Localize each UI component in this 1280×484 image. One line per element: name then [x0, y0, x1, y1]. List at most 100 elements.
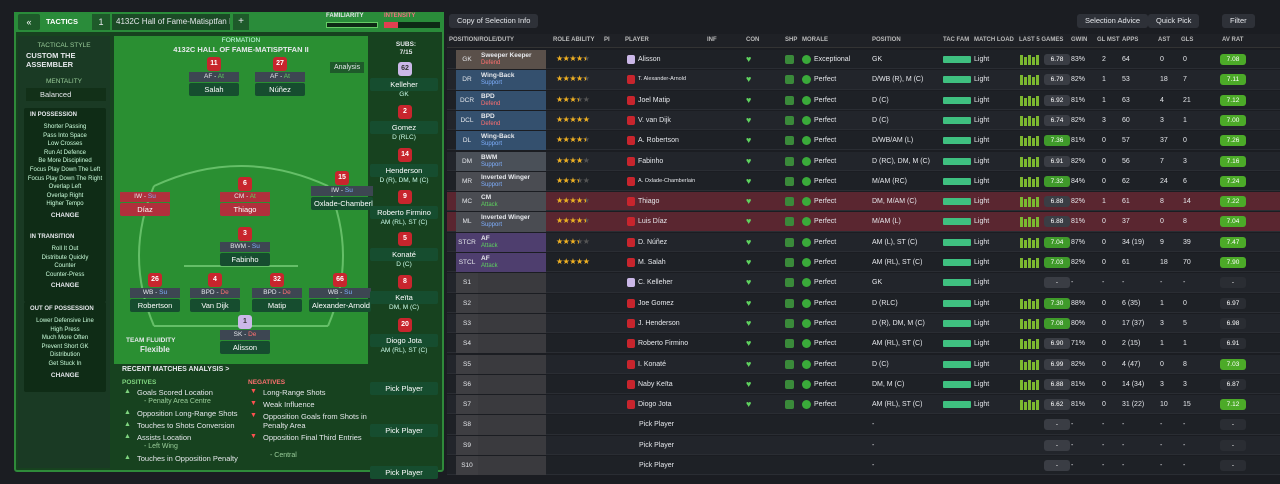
- form-bar: [1028, 237, 1031, 248]
- role: AF: [204, 73, 213, 80]
- sharpness-icon: [785, 55, 794, 64]
- change-button[interactable]: CHANGE: [50, 282, 80, 290]
- morale-icon: [802, 115, 811, 125]
- player-shirt: [627, 298, 635, 308]
- player-name: Díaz: [120, 203, 170, 216]
- stat-gls: 0: [1183, 299, 1187, 307]
- form-bar: [1036, 339, 1039, 350]
- stat-gls: 39: [1183, 238, 1191, 246]
- sharpness-icon: [785, 237, 794, 247]
- con-icon: ♥: [746, 297, 752, 308]
- form-bar: [1020, 115, 1023, 126]
- form-bar: [1024, 341, 1027, 350]
- table-header-bg: [447, 34, 1280, 48]
- toolbar-button[interactable]: Quick Pick: [1148, 14, 1200, 28]
- average-rating: 7.26: [1220, 135, 1246, 147]
- change-button[interactable]: CHANGE: [50, 371, 80, 379]
- average-rating: -: [1220, 439, 1246, 451]
- con-icon: ♥: [746, 358, 752, 369]
- morale-icon: [802, 318, 811, 328]
- form-bar: [1024, 57, 1027, 65]
- role-chip: CM - At: [220, 192, 270, 202]
- role-chip: WB - Su: [130, 288, 180, 298]
- role-stars-empty: ★★★★★: [556, 175, 590, 185]
- stat-gwin: 82%: [1071, 360, 1086, 368]
- player-shirt: [627, 217, 635, 227]
- stat-gls: 70: [1183, 259, 1191, 266]
- stat-gwin: 81%: [1071, 401, 1086, 409]
- duty: Support: [481, 161, 503, 168]
- analysis-item: Weak Influence: [263, 400, 315, 409]
- role-ability: ★★★★★: [556, 74, 587, 84]
- match-load: Light: [974, 116, 990, 124]
- role-ability: ★★★★★: [556, 155, 583, 165]
- role-name: AF: [481, 234, 490, 242]
- stat-gwin: 81%: [1071, 137, 1086, 145]
- column-header: TAC FAM: [943, 37, 970, 43]
- group-item: Prevent Short GK: [41, 343, 89, 350]
- role-name: BWM: [481, 153, 498, 161]
- stat-gls: 1: [1183, 116, 1187, 124]
- toolbar-button[interactable]: Filter: [1222, 14, 1255, 28]
- analysis-item: Opposition Goals from Shots in Penalty A…: [263, 412, 367, 430]
- table-row: [447, 192, 1280, 212]
- toolbar-button[interactable]: Selection Advice: [1077, 14, 1149, 28]
- form-bar: [1020, 359, 1023, 370]
- column-header: LAST 5 GAMES: [1019, 37, 1064, 43]
- player-name: Alexander-Arnold: [309, 299, 371, 312]
- form-bar: [1024, 138, 1027, 147]
- stat-gl_mst: 1: [1102, 96, 1106, 104]
- match-load: Light: [974, 218, 990, 226]
- form-rating: 7.30: [1044, 297, 1070, 309]
- pos-cell: [456, 253, 478, 273]
- analysis-item: Touches to Shots Conversion: [137, 421, 235, 430]
- role-name: Wing-Back: [481, 72, 515, 80]
- stat-apps: -: [1122, 279, 1125, 287]
- form-rating: 7.32: [1044, 175, 1070, 187]
- stat-ast: 7: [1160, 157, 1164, 165]
- familiarity-label: FAMILIARITY: [326, 13, 364, 19]
- stat-gwin: 82%: [1071, 116, 1086, 124]
- match-load: Light: [974, 177, 990, 185]
- analysis-item: Opposition Final Third Entries: [263, 433, 362, 442]
- morale-icon: [802, 217, 811, 227]
- group-title: OUT OF POSSESSION: [30, 306, 94, 312]
- position-code: S3: [463, 319, 471, 327]
- form-bar: [1020, 136, 1023, 147]
- duty: Support: [481, 181, 503, 188]
- role-ability: ★★★★★: [556, 175, 579, 185]
- con-icon: ♥: [746, 94, 752, 105]
- morale-icon: [802, 237, 811, 247]
- tac-fam-bar: [943, 198, 971, 206]
- group-item: Counter-Press: [45, 271, 85, 278]
- stat-gls: 7: [1183, 76, 1187, 84]
- group-item: Roll It Out: [51, 246, 79, 252]
- stat-gwin: 82%: [1071, 76, 1086, 84]
- average-rating: -: [1220, 419, 1246, 431]
- con-icon: ♥: [746, 74, 752, 85]
- stat-apps: 60: [1122, 116, 1130, 124]
- role-cell: [478, 212, 546, 232]
- morale-icon: [802, 75, 811, 85]
- position: M/AM (RC): [872, 177, 907, 185]
- tac-fam-bar: [943, 299, 971, 307]
- shirt-number: 14: [398, 148, 412, 162]
- sub-name: Gomez: [370, 121, 438, 134]
- sub-position: D (RLC): [392, 134, 416, 141]
- stat-apps: 14 (34): [1122, 380, 1145, 388]
- form-bar: [1024, 361, 1027, 370]
- position: D (R), DM, M (C): [872, 319, 925, 327]
- stat-gls: -: [1183, 421, 1186, 429]
- role-cell: [478, 435, 546, 455]
- player-shirt: [627, 197, 635, 207]
- analysis-button[interactable]: Analysis: [330, 62, 365, 73]
- table-row: [447, 232, 1280, 252]
- form-rating: 6.90: [1044, 338, 1070, 350]
- position-code: S4: [463, 340, 471, 348]
- morale-icon: [802, 95, 811, 105]
- sub-position: D (C): [396, 261, 412, 268]
- table-row: [447, 334, 1280, 354]
- change-button[interactable]: CHANGE: [50, 212, 80, 219]
- form-bar: [1020, 318, 1023, 329]
- table-row: [447, 70, 1280, 90]
